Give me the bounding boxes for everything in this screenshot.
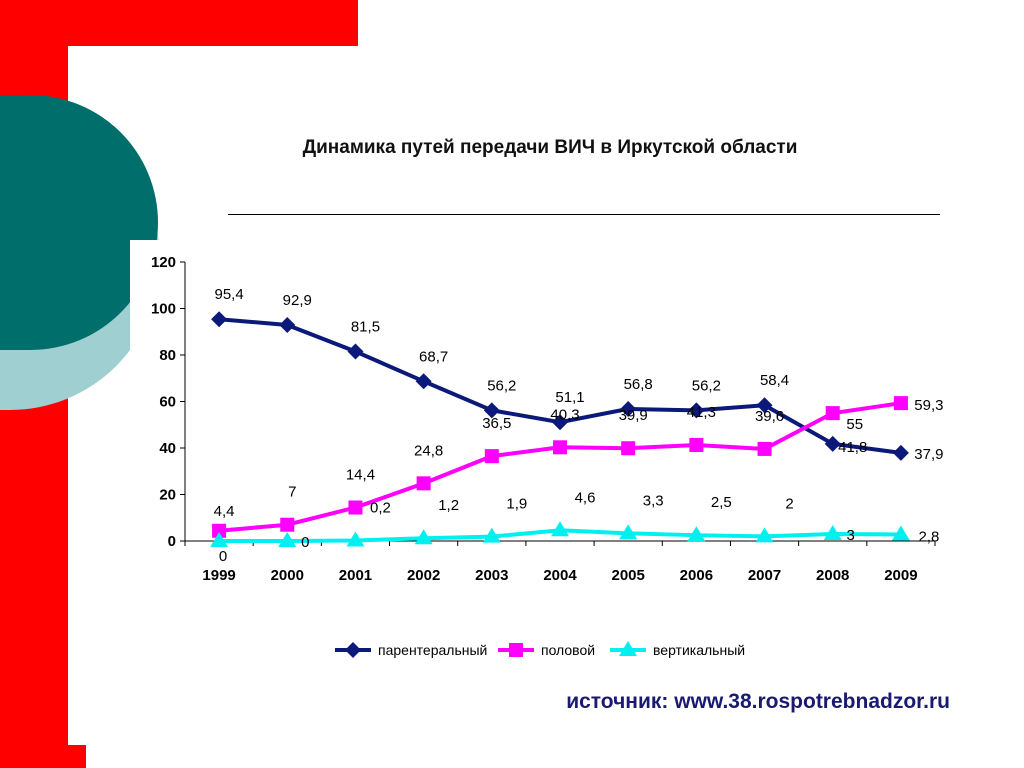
data-point-1 (347, 343, 364, 360)
data-point-3 (278, 532, 297, 547)
data-point-2 (893, 396, 908, 411)
data-point-1 (892, 444, 909, 461)
data-label: 39,9 (619, 407, 648, 424)
legend-label: парентеральный (378, 642, 487, 658)
data-point-1 (483, 402, 500, 419)
data-label: 51,1 (555, 389, 584, 406)
data-point-2 (621, 441, 636, 456)
data-label: 56,2 (692, 377, 721, 394)
title-underline (228, 214, 940, 215)
data-label: 39,6 (755, 408, 784, 425)
data-point-2 (280, 517, 295, 532)
data-label: 1,2 (438, 497, 459, 514)
chart-title: Динамика путей передачи ВИЧ в Иркутской … (302, 137, 798, 158)
data-label: 2,5 (711, 494, 732, 511)
data-label: 36,5 (482, 415, 511, 432)
legend-label: вертикальный (653, 642, 745, 658)
legend-marker (619, 641, 637, 656)
y-tick-label: 120 (151, 254, 176, 271)
data-point-1 (756, 397, 773, 414)
data-point-1 (211, 311, 228, 328)
x-tick-label: 2002 (407, 567, 440, 584)
y-tick-label: 20 (159, 487, 176, 504)
y-tick-label: 80 (159, 347, 176, 364)
data-point-3 (551, 521, 569, 537)
data-label: 58,4 (760, 372, 789, 389)
data-label: 1,9 (506, 496, 527, 513)
data-label: 37,9 (914, 446, 943, 463)
data-label: 41,8 (838, 439, 867, 456)
data-point-3 (891, 525, 910, 541)
data-label: 2,8 (918, 528, 939, 545)
chart-background (130, 240, 960, 680)
data-point-3 (482, 527, 501, 543)
data-point-1 (279, 317, 296, 334)
x-tick-label: 2008 (816, 567, 849, 584)
data-label: 40,3 (550, 406, 579, 423)
data-point-2 (553, 440, 567, 455)
x-tick-label: 2009 (884, 567, 917, 584)
data-label: 4,6 (575, 489, 596, 506)
data-point-3 (755, 527, 774, 543)
data-point-2 (757, 441, 772, 456)
data-point-1 (688, 402, 705, 419)
data-label: 95,4 (214, 286, 243, 303)
data-label: 4,4 (214, 503, 235, 520)
data-label: 0 (219, 548, 227, 565)
data-point-2 (484, 449, 499, 464)
y-tick-label: 60 (159, 394, 176, 411)
x-tick-label: 1999 (202, 567, 235, 584)
data-label: 14,4 (346, 467, 375, 484)
y-tick-label: 100 (151, 301, 176, 318)
data-point-3 (210, 532, 229, 547)
x-tick-label: 2003 (475, 567, 508, 584)
data-label: 3 (847, 527, 855, 544)
data-point-1 (552, 414, 568, 431)
data-label: 2 (785, 495, 793, 512)
data-point-3 (346, 531, 365, 547)
data-label: 68,7 (419, 348, 448, 365)
x-tick-label: 2005 (611, 567, 644, 584)
x-tick-label: 2004 (543, 567, 577, 584)
data-label: 0,2 (370, 500, 391, 517)
red-bottom-corner (68, 745, 86, 768)
x-tick-label: 2001 (339, 567, 372, 584)
data-label: 56,2 (487, 377, 516, 394)
data-point-3 (414, 529, 433, 545)
data-point-1 (415, 373, 432, 390)
x-tick-label: 2000 (271, 567, 304, 584)
legend-marker (509, 643, 523, 657)
data-point-1 (620, 400, 637, 417)
data-point-2 (212, 523, 227, 538)
data-label: 3,3 (643, 492, 664, 509)
legend-label: половой (541, 642, 595, 658)
data-point-3 (687, 526, 706, 542)
x-tick-label: 2006 (680, 567, 713, 584)
x-tick-label: 2007 (748, 567, 781, 584)
data-label: 56,8 (624, 376, 653, 393)
data-point-2 (348, 500, 363, 515)
data-label: 92,9 (283, 292, 312, 309)
data-label: 24,8 (414, 442, 443, 459)
data-label: 81,5 (351, 319, 380, 336)
data-point-3 (823, 525, 842, 541)
data-label: 7 (288, 484, 296, 501)
data-point-2 (825, 406, 840, 421)
data-label: 41,3 (687, 404, 716, 421)
data-label: 55 (846, 416, 863, 433)
data-point-3 (619, 524, 638, 540)
data-point-2 (416, 476, 431, 491)
data-point-1 (824, 435, 841, 452)
data-label: 59,3 (914, 397, 943, 414)
data-point-2 (689, 437, 704, 452)
y-tick-label: 40 (159, 440, 176, 457)
data-label: 0 (301, 534, 309, 551)
source-caption: источник: www.38.rospotrebnadzor.ru (566, 690, 950, 713)
y-tick-label: 0 (168, 533, 176, 550)
legend-marker (345, 642, 361, 658)
